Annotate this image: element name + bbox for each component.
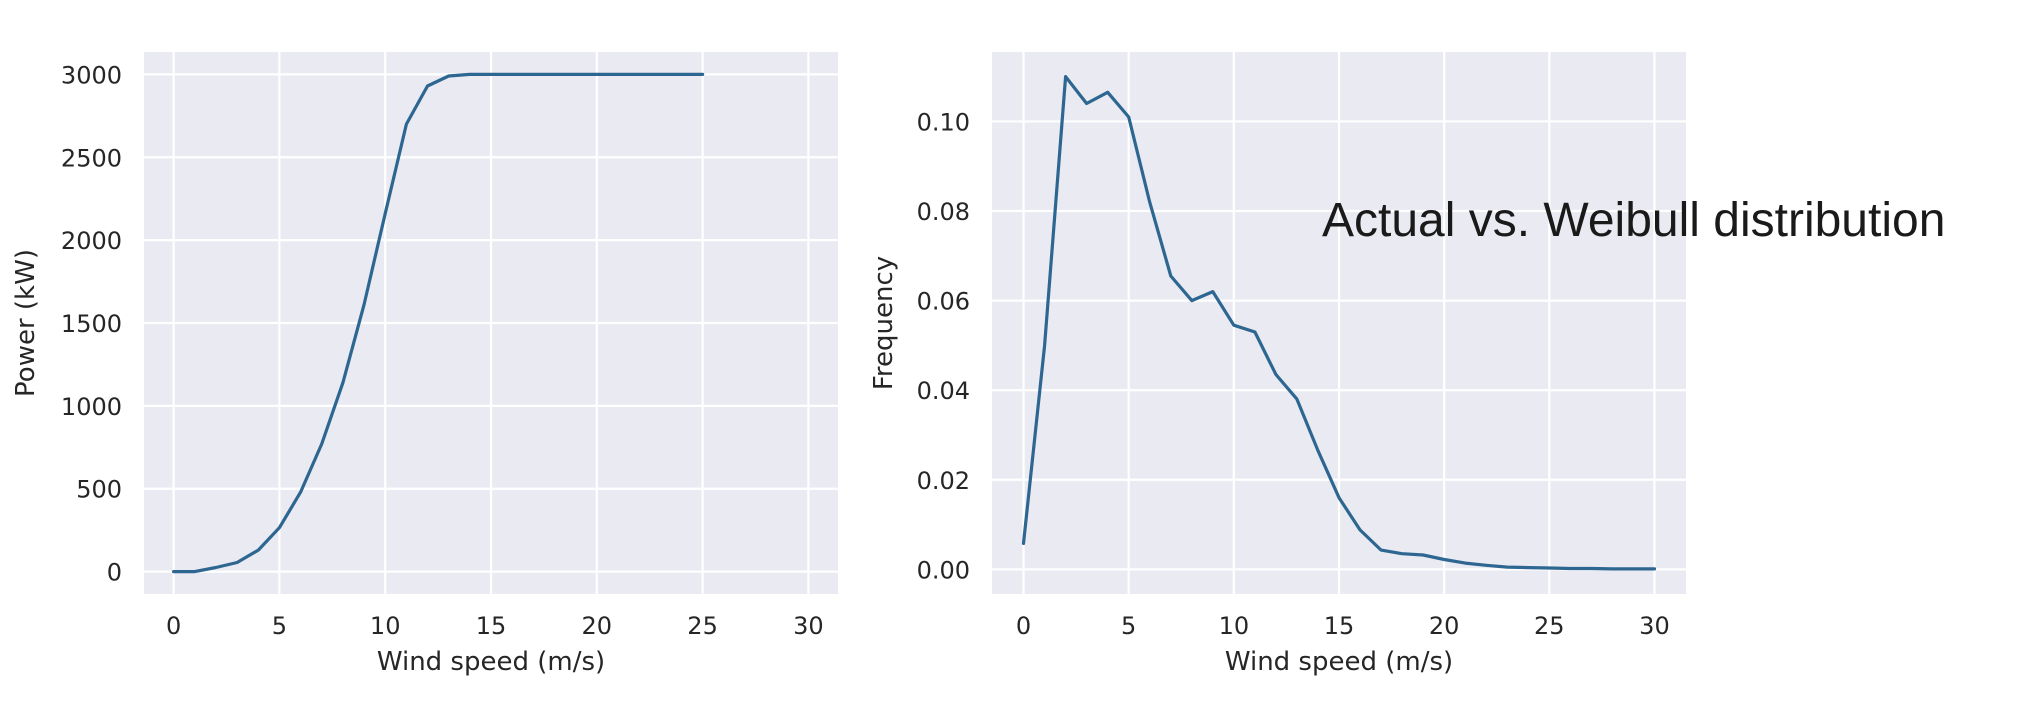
y-tick-label: 0.08 [917, 198, 970, 226]
power-curve-chart: 0 5 10 15 20 25 30 0 500 1000 1500 2000 2500 3000 Wind… [11, 52, 838, 677]
y-tick-label: 1500 [61, 310, 122, 338]
x-tick-label: 5 [1121, 612, 1136, 640]
y-tick-label: 0 [107, 559, 122, 587]
x-tick-label: 0 [166, 612, 181, 640]
y-tick-label: 0.00 [917, 556, 970, 584]
x-tick-label: 15 [476, 612, 507, 640]
x-tick-label: 0 [1016, 612, 1031, 640]
y-tick-label: 0.04 [917, 377, 970, 405]
x-tick-label: 20 [1429, 612, 1460, 640]
series-line [1021, 74, 1657, 571]
x-axis-label: Wind speed (m/s) [377, 647, 605, 677]
annotation-text: Actual vs. Weibull distribution [1322, 194, 1945, 247]
x-tick-label: 20 [582, 612, 613, 640]
y-tick-label: 0.10 [917, 108, 970, 136]
y-tick-label: 2500 [61, 144, 122, 172]
x-axis-label: Wind speed (m/s) [1225, 647, 1453, 677]
y-tick-label: 500 [76, 476, 122, 504]
x-tick-label: 10 [370, 612, 401, 640]
series-line [172, 72, 705, 574]
wind-frequency-chart: 0 5 10 15 20 25 30 0.00 0.02 0.04 0.06 0.08 0.10 Wind… [869, 52, 1686, 677]
x-tick-label: 5 [272, 612, 287, 640]
x-tick-label: 30 [1639, 612, 1670, 640]
y-tick-label: 0.06 [917, 288, 970, 316]
y-axis-label: Frequency [869, 256, 899, 390]
y-tick-label: 2000 [61, 227, 122, 255]
x-tick-label: 30 [793, 612, 824, 640]
x-tick-label: 25 [687, 612, 718, 640]
x-tick-label: 10 [1219, 612, 1250, 640]
x-tick-label: 15 [1324, 612, 1355, 640]
y-tick-label: 0.02 [917, 467, 970, 495]
x-tick-label: 25 [1534, 612, 1565, 640]
y-axis-label: Power (kW) [11, 249, 41, 397]
y-tick-label: 3000 [61, 61, 122, 89]
y-tick-label: 1000 [61, 393, 122, 421]
